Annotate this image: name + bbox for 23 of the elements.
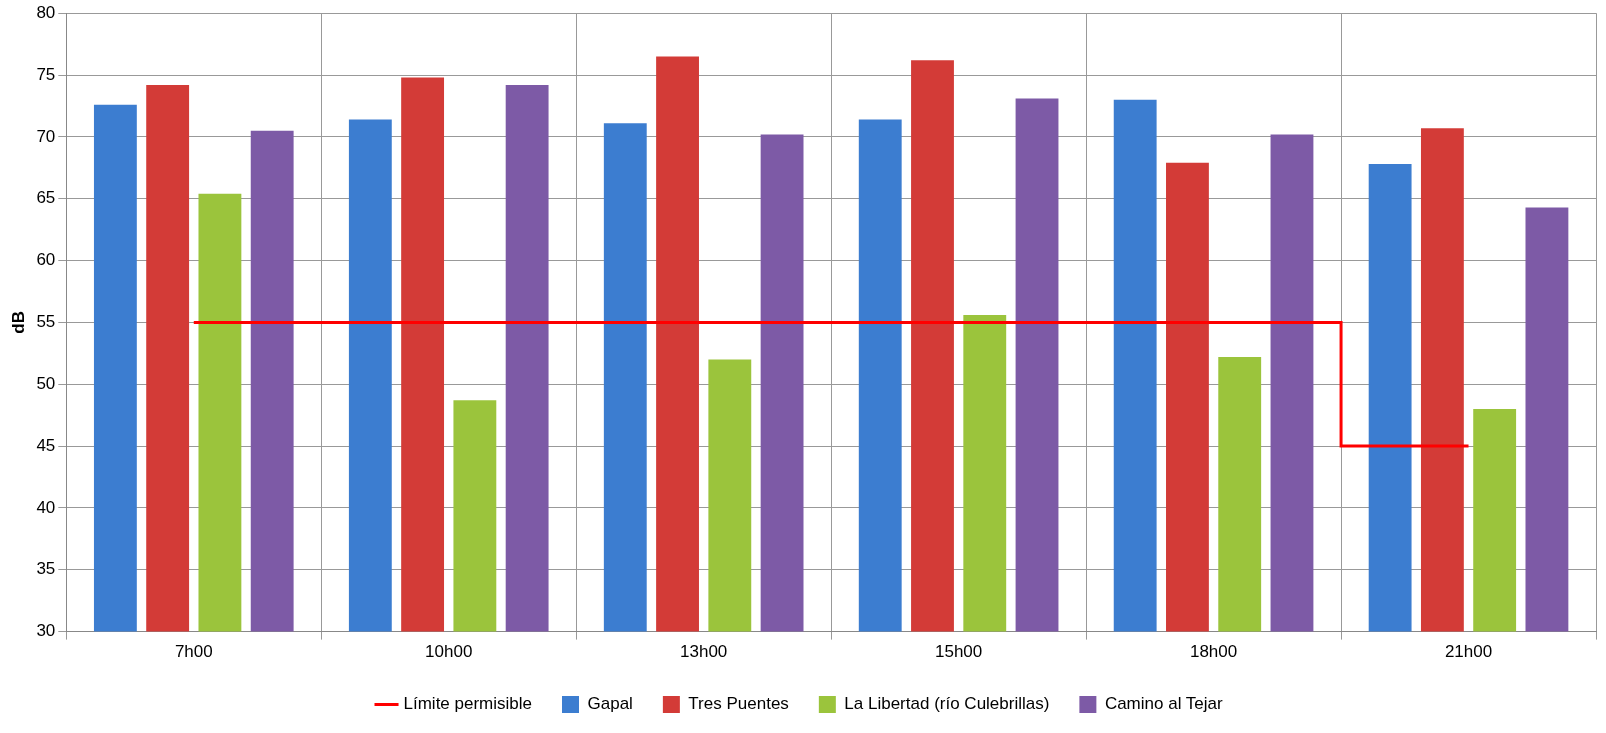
legend-label: La Libertad (río Culebrillas)	[844, 694, 1050, 714]
x-tick-label: 7h00	[174, 642, 213, 662]
x-tick-label: 21h00	[1444, 642, 1493, 662]
y-tick-label: 50	[36, 373, 56, 393]
x-tick-label: 13h00	[680, 642, 728, 662]
y-tick-label: 45	[36, 435, 56, 455]
x-tick-label: 10h00	[425, 642, 473, 662]
x-tick-label: 18h00	[1189, 642, 1238, 662]
legend-label: Camino al Tejar	[1104, 694, 1224, 714]
x-tick-label: 15h00	[934, 642, 983, 662]
y-tick-label: 40	[36, 497, 56, 517]
legend-label: Gapal	[587, 694, 633, 714]
legend-label: Tres Puentes	[688, 694, 789, 714]
y-tick-label: 65	[36, 188, 56, 208]
y-tick-label: 30	[36, 621, 56, 641]
y-tick-label: 60	[36, 250, 56, 270]
y-axis-title: dB	[8, 311, 28, 334]
y-tick-label: 55	[36, 312, 56, 332]
y-tick-label: 75	[36, 64, 56, 84]
y-tick-label: 80	[36, 2, 56, 22]
y-tick-label: 35	[36, 559, 56, 579]
y-tick-label: 70	[36, 126, 56, 146]
legend-label: Límite permisible	[403, 694, 533, 714]
